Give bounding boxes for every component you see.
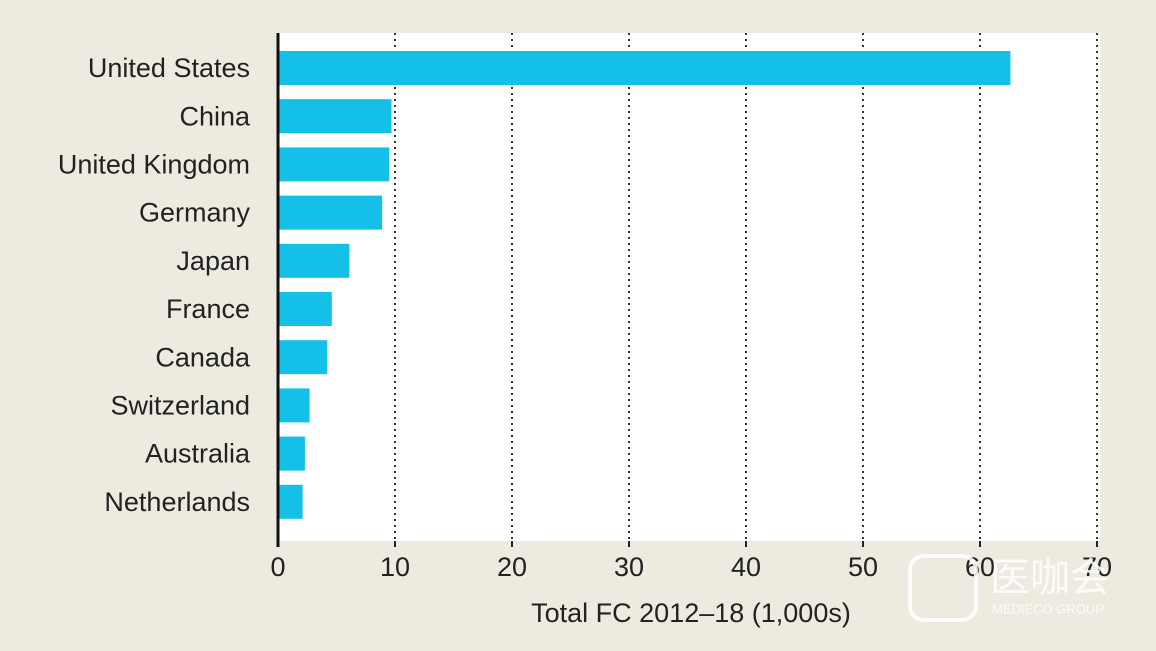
bar <box>278 340 328 375</box>
plot-area <box>278 33 1100 541</box>
bar <box>278 99 392 134</box>
x-tick-label: 10 <box>380 552 410 582</box>
y-tick-label: France <box>166 294 250 324</box>
y-tick-label: Netherlands <box>104 487 250 517</box>
bar <box>278 436 305 471</box>
x-tick-label: 0 <box>270 552 285 582</box>
bar <box>278 484 303 519</box>
y-tick-label: Canada <box>155 342 251 372</box>
y-tick-label: United Kingdom <box>58 150 250 180</box>
bar <box>278 195 383 230</box>
y-tick-label: Australia <box>145 439 251 469</box>
bar <box>278 147 390 182</box>
y-tick-label: United States <box>88 53 250 83</box>
x-tick-label: 20 <box>497 552 527 582</box>
x-tick-label: 50 <box>848 552 878 582</box>
bar <box>278 51 1011 85</box>
y-tick-label: Japan <box>176 246 250 276</box>
bar <box>278 292 332 326</box>
y-tick-label: Germany <box>139 198 251 228</box>
y-tick-label: China <box>179 101 251 131</box>
y-tick-label: Switzerland <box>110 391 250 421</box>
watermark-text: 医咖会 <box>990 555 1110 601</box>
watermark-subtext: MEDIECO GROUP <box>992 601 1104 616</box>
watermark-logo <box>908 554 978 622</box>
bar <box>278 243 350 278</box>
x-tick-label: 30 <box>614 552 644 582</box>
x-axis-title: Total FC 2012–18 (1,000s) <box>531 598 851 628</box>
x-tick-label: 40 <box>731 552 761 582</box>
bar <box>278 388 310 423</box>
x-tick-label: 70 <box>1082 552 1112 582</box>
